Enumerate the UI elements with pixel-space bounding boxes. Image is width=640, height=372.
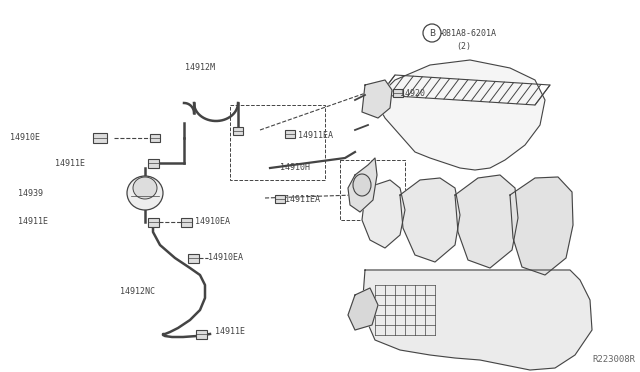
Polygon shape [348, 158, 377, 212]
Text: 14910EA: 14910EA [208, 253, 243, 263]
Polygon shape [375, 60, 545, 170]
Bar [393, 89, 403, 97]
Text: 14910EA: 14910EA [195, 218, 230, 227]
Text: 14910H: 14910H [280, 164, 310, 173]
Bar [275, 195, 285, 203]
Bar [180, 218, 191, 227]
Bar [233, 127, 243, 135]
Bar [150, 134, 160, 142]
Text: 14920: 14920 [400, 89, 425, 97]
Polygon shape [400, 178, 460, 262]
Ellipse shape [353, 174, 371, 196]
Text: 14939: 14939 [18, 189, 43, 198]
Ellipse shape [133, 177, 157, 199]
Text: 14911E: 14911E [215, 327, 245, 337]
Text: 14910E: 14910E [10, 134, 40, 142]
Polygon shape [362, 180, 405, 248]
Circle shape [423, 24, 441, 42]
Polygon shape [455, 175, 518, 268]
Bar [93, 133, 107, 143]
Bar [340, 160, 405, 220]
Ellipse shape [127, 176, 163, 210]
Text: 14911E: 14911E [18, 218, 48, 227]
Text: (2): (2) [456, 42, 471, 51]
Text: 14911EA: 14911EA [285, 196, 320, 205]
Text: B: B [429, 29, 435, 38]
Bar [285, 130, 295, 138]
Text: 14911E: 14911E [55, 158, 85, 167]
Polygon shape [362, 270, 592, 370]
Text: R223008R: R223008R [592, 355, 635, 364]
Bar [147, 218, 159, 227]
Polygon shape [362, 80, 392, 118]
Text: 14911EA: 14911EA [298, 131, 333, 140]
Bar [195, 330, 207, 339]
Polygon shape [510, 177, 573, 275]
Text: 14912NC: 14912NC [120, 288, 155, 296]
Bar [188, 253, 198, 263]
Bar [147, 158, 159, 167]
Text: 081A8-6201A: 081A8-6201A [442, 29, 497, 38]
Bar [230, 105, 325, 180]
Polygon shape [348, 288, 378, 330]
Text: 14912M: 14912M [185, 64, 215, 73]
